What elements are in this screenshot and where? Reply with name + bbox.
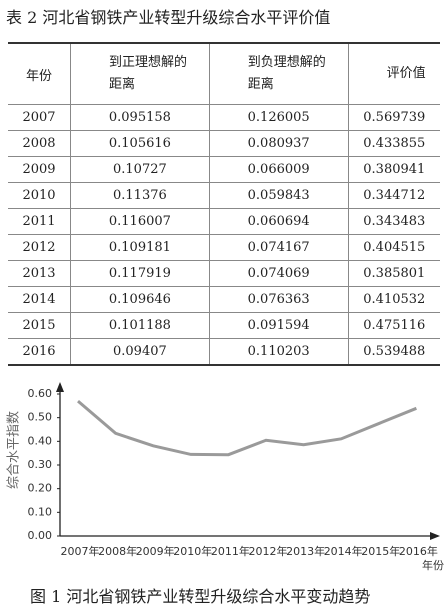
x-tick-label: 2013年 <box>286 544 325 558</box>
y-tick-label: 0.00 <box>28 529 53 542</box>
table-cell: 2010 <box>8 182 71 209</box>
table-cell: 2008 <box>8 130 71 157</box>
y-tick-label: 0.40 <box>28 434 53 447</box>
header-text: 距离 <box>109 77 136 92</box>
y-tick-label: 0.20 <box>28 482 53 495</box>
table-cell: 0.569739 <box>347 104 440 131</box>
table-cell: 0.076363 <box>208 286 349 313</box>
table-cell: 2009 <box>8 156 71 183</box>
chart: 0.000.100.200.300.400.500.60综合水平指数2007年2… <box>7 382 444 572</box>
x-tick-label: 2008年 <box>98 544 137 558</box>
table-cell: 0.066009 <box>208 156 349 183</box>
header-cell: 年份 <box>8 42 71 105</box>
header-text: 评价值 <box>386 66 426 81</box>
y-axis-arrow <box>56 382 64 392</box>
header-cell: 评价值 <box>347 42 440 105</box>
table-cell: 0.059843 <box>208 182 349 209</box>
table-cell: 0.475116 <box>347 312 440 339</box>
table-cell: 0.385801 <box>347 260 440 287</box>
x-tick-label: 2007年 <box>61 544 100 558</box>
header-cell: 到负理想解的 距离 <box>208 42 349 105</box>
table-cell: 0.344712 <box>347 182 440 209</box>
table-row: 2010 0.11376 0.059843 0.344712 <box>8 182 440 209</box>
table-cell: 0.433855 <box>347 130 440 157</box>
x-tick-label: 2015年 <box>361 544 400 558</box>
table-cell: 0.380941 <box>347 156 440 183</box>
table-cell: 0.09407 <box>70 338 210 366</box>
table-cell: 0.11376 <box>70 182 210 209</box>
table-cell: 0.116007 <box>70 208 210 235</box>
header-text: 到负理想解的 <box>247 55 326 70</box>
table-cell: 2007 <box>8 104 71 131</box>
table-cell: 0.105616 <box>70 130 210 157</box>
table-cell: 2014 <box>8 286 71 313</box>
y-tick-label: 0.50 <box>28 411 53 424</box>
table-cell: 0.117919 <box>70 260 210 287</box>
data-table: 年份 到正理想解的 距离 到负理想解的 距离 评价值 2007 0.095158 0.12600… <box>8 42 440 366</box>
table-cell: 0.109181 <box>70 234 210 261</box>
table-cell: 0.539488 <box>347 338 440 366</box>
x-tick-label: 2014年 <box>324 544 363 558</box>
header-cell: 到正理想解的 距离 <box>70 42 210 105</box>
table-cell: 0.101188 <box>70 312 210 339</box>
table-cell: 0.080937 <box>208 130 349 157</box>
y-tick-label: 0.60 <box>28 387 53 400</box>
table-cell: 0.10727 <box>70 156 210 183</box>
table-cell: 2012 <box>8 234 71 261</box>
table-cell: 0.110203 <box>208 338 349 366</box>
line <box>77 400 417 457</box>
x-tick-label: 2011年 <box>211 544 250 558</box>
table-row: 2014 0.109646 0.076363 0.410532 <box>8 286 440 313</box>
table-cell: 0.095158 <box>70 104 210 131</box>
y-tick-label: 0.30 <box>28 458 53 471</box>
y-tick-label: 0.10 <box>28 505 53 518</box>
table-cell: 0.074167 <box>208 234 349 261</box>
table-cell: 2016 <box>8 338 71 366</box>
table-cell: 0.410532 <box>347 286 440 313</box>
table-row: 2012 0.109181 0.074167 0.404515 <box>8 234 440 261</box>
table-row: 2015 0.101188 0.091594 0.475116 <box>8 312 440 339</box>
table-row: 2013 0.117919 0.074069 0.385801 <box>8 260 440 287</box>
table-row: 2007 0.095158 0.126005 0.569739 <box>8 104 440 131</box>
table-cell: 0.074069 <box>208 260 349 287</box>
table-cell: 0.404515 <box>347 234 440 261</box>
x-tick-label: 2016年 <box>399 544 438 558</box>
table-row: 2011 0.116007 0.060694 0.343483 <box>8 208 440 235</box>
table-cell: 0.343483 <box>347 208 440 235</box>
header-text: 到正理想解的 <box>109 55 188 70</box>
x-axis-label: 年份 <box>422 558 444 572</box>
x-tick-label: 2009年 <box>136 544 175 558</box>
header-text: 距离 <box>247 77 274 92</box>
y-axis-label: 综合水平指数 <box>7 411 22 489</box>
table-cell: 2015 <box>8 312 71 339</box>
table-cell: 2011 <box>8 208 71 235</box>
table-cell: 2013 <box>8 260 71 287</box>
table-cell: 0.060694 <box>208 208 349 235</box>
x-tick-label: 2012年 <box>249 544 288 558</box>
table-cell: 0.109646 <box>70 286 210 313</box>
header-text: 年份 <box>25 68 52 84</box>
table-title: 表 2 河北省钢铁产业转型升级综合水平评价值 <box>6 8 331 27</box>
x-tick-label: 2010年 <box>173 544 212 558</box>
table-row: 2008 0.105616 0.080937 0.433855 <box>8 130 440 157</box>
table-cell: 0.126005 <box>208 104 349 131</box>
header-row: 年份 到正理想解的 距离 到负理想解的 距离 评价值 <box>8 42 440 105</box>
chart-title: 图 1 河北省钢铁产业转型升级综合水平变动趋势 <box>30 587 371 606</box>
table-row: 2009 0.10727 0.066009 0.380941 <box>8 156 440 183</box>
table-cell: 0.091594 <box>208 312 349 339</box>
x-axis-arrow <box>430 532 440 540</box>
table-row: 2016 0.09407 0.110203 0.539488 <box>8 338 440 366</box>
